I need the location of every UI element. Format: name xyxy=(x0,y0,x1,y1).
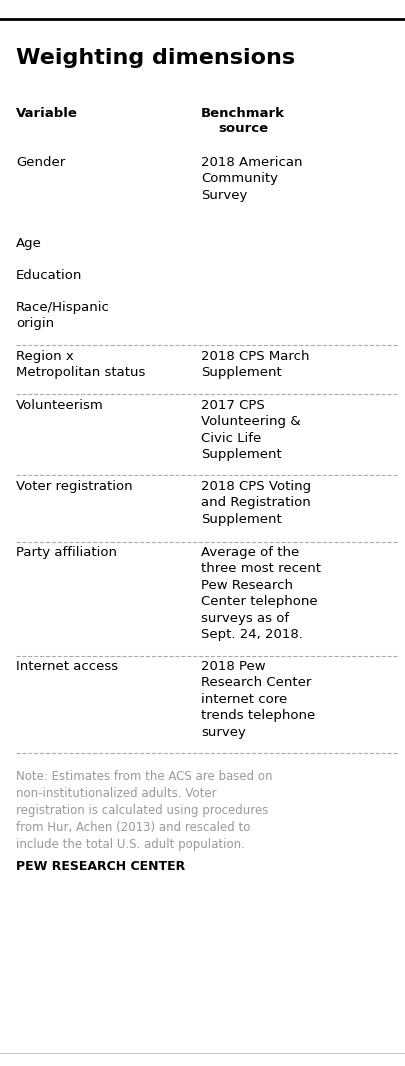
Text: 2018 CPS March
Supplement: 2018 CPS March Supplement xyxy=(200,350,309,379)
Text: Party affiliation: Party affiliation xyxy=(16,546,117,559)
Text: Age: Age xyxy=(16,237,42,249)
Text: Average of the
three most recent
Pew Research
Center telephone
surveys as of
Sep: Average of the three most recent Pew Res… xyxy=(200,546,320,642)
Text: Region x
Metropolitan status: Region x Metropolitan status xyxy=(16,350,145,379)
Text: Education: Education xyxy=(16,269,82,281)
Text: 2018 Pew
Research Center
internet core
trends telephone
survey: 2018 Pew Research Center internet core t… xyxy=(200,660,314,739)
Text: Benchmark
source: Benchmark source xyxy=(200,107,284,134)
Text: Weighting dimensions: Weighting dimensions xyxy=(16,48,295,68)
Text: PEW RESEARCH CENTER: PEW RESEARCH CENTER xyxy=(16,860,185,873)
Text: Voter registration: Voter registration xyxy=(16,480,132,492)
Text: Note: Estimates from the ACS are based on
non-institutionalized adults. Voter
re: Note: Estimates from the ACS are based o… xyxy=(16,770,272,851)
Text: Race/Hispanic
origin: Race/Hispanic origin xyxy=(16,301,110,330)
Text: Variable: Variable xyxy=(16,107,78,119)
Text: Gender: Gender xyxy=(16,156,65,168)
Text: Internet access: Internet access xyxy=(16,660,118,673)
Text: 2018 American
Community
Survey: 2018 American Community Survey xyxy=(200,156,302,201)
Text: 2017 CPS
Volunteering &
Civic Life
Supplement: 2017 CPS Volunteering & Civic Life Suppl… xyxy=(200,399,300,462)
Text: 2018 CPS Voting
and Registration
Supplement: 2018 CPS Voting and Registration Supplem… xyxy=(200,480,310,526)
Text: Volunteerism: Volunteerism xyxy=(16,399,104,411)
